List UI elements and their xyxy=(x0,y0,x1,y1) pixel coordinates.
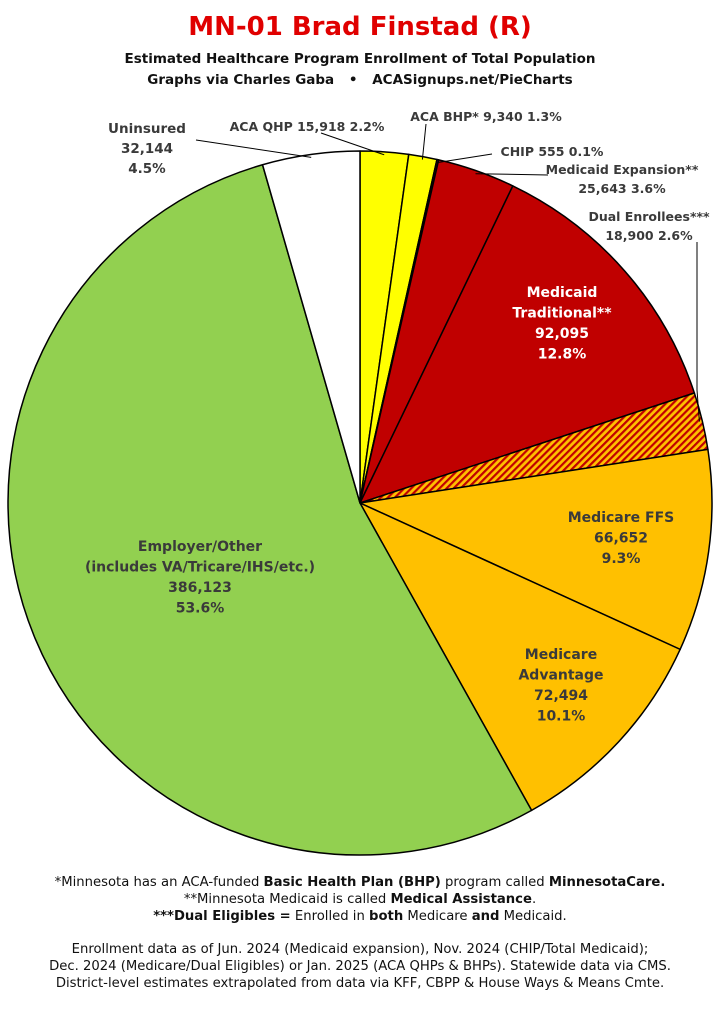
slice-label-line: 66,652 xyxy=(594,531,648,547)
source-line-3: District-level estimates extrapolated fr… xyxy=(55,976,665,991)
chart-credit: Graphs via Charles Gaba • ACASignups.net… xyxy=(147,72,572,88)
leader-line-medicaid-expansion xyxy=(475,173,549,176)
slice-label-line: Medicare FFS xyxy=(568,510,674,526)
pie-slice-medicare-ffs xyxy=(359,448,713,651)
slice-label-line: 92,095 xyxy=(535,326,589,342)
chart-title: MN-01 Brad Finstad (R) xyxy=(188,12,532,42)
slice-label-medicaid-traditional: Medicaid Traditional** 92,095 12.8% xyxy=(512,285,612,363)
source-line-2: Dec. 2024 (Medicare/Dual Eligibles) or J… xyxy=(49,959,671,974)
slice-label-line: 32,144 xyxy=(121,141,173,157)
pie-slice-employer xyxy=(7,164,533,856)
slice-label-employer: Employer/Other (includes VA/Tricare/IHS/e… xyxy=(85,539,315,617)
source-line-1: Enrollment data as of Jun. 2024 (Medicai… xyxy=(71,942,649,957)
slice-labels: ACA QHP 15,918 2.2% ACA BHP* 9,340 1.3% CH… xyxy=(85,109,710,725)
pie-slices xyxy=(7,150,713,856)
slice-label-medicare-ffs: Medicare FFS 66,652 9.3% xyxy=(568,510,674,567)
slice-label-line: Medicare xyxy=(525,647,597,663)
footnotes: *Minnesota has an ACA-funded Basic Healt… xyxy=(0,874,720,925)
slice-label-line: Traditional** xyxy=(512,306,612,322)
slice-label-line: 12.8% xyxy=(538,347,587,363)
chart-subtitle: Estimated Healthcare Program Enrollment … xyxy=(125,51,596,67)
slice-label-aca-qhp: ACA QHP 15,918 2.2% xyxy=(230,119,385,134)
slice-label-line: 53.6% xyxy=(176,601,225,617)
data-sources: Enrollment data as of Jun. 2024 (Medicai… xyxy=(0,941,720,992)
slice-label-line: (includes VA/Tricare/IHS/etc.) xyxy=(85,560,315,576)
slice-label-line: ACA BHP* 9,340 1.3% xyxy=(410,109,562,124)
slice-label-line: 10.1% xyxy=(537,709,586,725)
pie-slice-medicaid-traditional xyxy=(359,185,696,504)
slice-label-line: 386,123 xyxy=(168,580,232,596)
leader-line-aca-bhp xyxy=(421,123,427,160)
slice-label-medicare-advantage: Medicare Advantage 72,494 10.1% xyxy=(518,647,603,725)
leader-line-uninsured xyxy=(195,139,312,158)
leader-lines xyxy=(195,123,700,422)
slice-label-line: ACA QHP 15,918 2.2% xyxy=(230,119,385,134)
footnote-dual: ***Dual Eligibles = Enrolled in both Med… xyxy=(153,909,567,924)
slice-label-line: Dual Enrollees*** xyxy=(588,209,710,224)
slice-label-medicaid-expansion: Medicaid Expansion** 25,643 3.6% xyxy=(546,162,699,196)
slice-label-chip: CHIP 555 0.1% xyxy=(501,144,604,159)
slice-label-dual: Dual Enrollees*** 18,900 2.6% xyxy=(588,209,710,243)
leader-line-chip xyxy=(437,153,493,164)
slice-label-line: Uninsured xyxy=(108,121,186,137)
pie-slice-medicare-advantage xyxy=(359,502,681,812)
slice-label-line: 18,900 2.6% xyxy=(605,228,693,243)
slice-label-line: Medicaid Expansion** xyxy=(546,162,699,177)
credit-url: ACASignups.net/PieCharts xyxy=(372,72,572,88)
pie-slice-uninsured xyxy=(261,150,361,504)
slice-label-line: 4.5% xyxy=(128,161,166,177)
leader-line-aca-qhp xyxy=(320,132,385,156)
credit-separator: • xyxy=(349,72,358,88)
slice-label-line: Medicaid xyxy=(527,285,598,301)
slice-label-uninsured: Uninsured 32,144 4.5% xyxy=(108,121,186,177)
footnote-bhp: *Minnesota has an ACA-funded Basic Healt… xyxy=(54,875,666,890)
credit-author: Graphs via Charles Gaba xyxy=(147,72,334,88)
slice-label-line: Advantage xyxy=(518,668,603,684)
pie-chart: MN-01 Brad Finstad (R) Estimated Healthc… xyxy=(7,12,713,856)
slice-label-line: 25,643 3.6% xyxy=(578,181,666,196)
leader-line-dual xyxy=(696,242,700,422)
slice-label-line: 9.3% xyxy=(602,551,641,567)
slice-label-line: Employer/Other xyxy=(138,539,262,555)
slice-label-aca-bhp: ACA BHP* 9,340 1.3% xyxy=(410,109,562,124)
slice-label-line: CHIP 555 0.1% xyxy=(501,144,604,159)
slice-label-line: 72,494 xyxy=(534,688,588,704)
footnote-medicaid: **Minnesota Medicaid is called Medical A… xyxy=(183,892,537,907)
